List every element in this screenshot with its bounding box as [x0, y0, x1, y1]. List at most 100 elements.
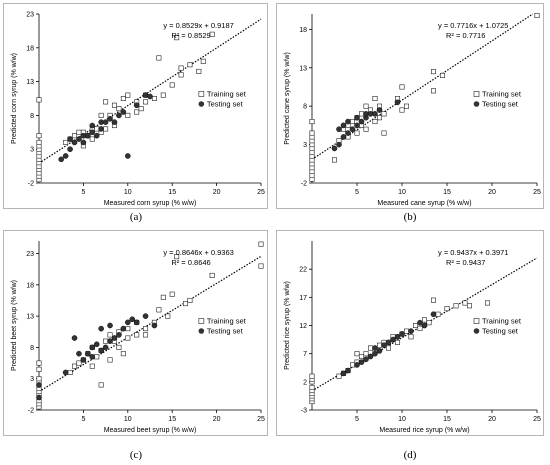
legend-testing-marker — [198, 328, 205, 334]
training-point — [485, 300, 491, 306]
testing-point — [394, 99, 401, 106]
testing-point — [367, 353, 374, 360]
testing-point — [358, 118, 365, 125]
training-point — [36, 139, 42, 145]
testing-point — [133, 102, 140, 109]
testing-point — [98, 325, 104, 332]
testing-point — [76, 136, 82, 142]
training-point — [98, 112, 104, 118]
testing-point — [85, 350, 91, 357]
training-point — [125, 335, 131, 341]
testing-point — [354, 362, 360, 368]
legend-testing-label: Testing set — [207, 100, 244, 109]
x-tick-label: 5 — [355, 416, 359, 423]
testing-point — [116, 112, 122, 119]
training-point — [174, 35, 180, 41]
testing-point — [62, 153, 69, 159]
training-point — [426, 320, 432, 326]
training-point — [196, 68, 202, 74]
x-axis-label: Measured corn syrup (% w/w) — [104, 200, 197, 207]
testing-point — [345, 130, 351, 136]
x-tick-label: 5 — [81, 416, 85, 423]
testing-point — [394, 333, 401, 340]
legend-testing-label: Testing set — [482, 327, 519, 336]
testing-point — [89, 122, 96, 129]
y-tick-label: -3 — [301, 408, 307, 415]
testing-point — [133, 319, 140, 326]
training-point — [363, 351, 369, 357]
training-point — [103, 338, 109, 344]
training-point — [120, 351, 126, 357]
legend-training-marker — [473, 318, 480, 324]
training-point — [116, 344, 122, 350]
training-point — [143, 99, 149, 105]
equation-label: y = 0.8646x + 0.9363 — [163, 248, 233, 257]
testing-point — [36, 382, 42, 388]
testing-point — [147, 93, 153, 100]
training-point — [350, 362, 356, 368]
training-point — [187, 297, 193, 303]
testing-point — [340, 134, 347, 140]
training-point — [209, 272, 215, 278]
testing-point — [67, 146, 73, 152]
caption-d: (d) — [403, 449, 417, 461]
scatter-plot: 5 10 15 20 25 -2 3 8 13 18 23 Measured corn syrup (… — [11, 12, 265, 208]
y-tick-label: 18 — [299, 27, 307, 34]
training-point — [354, 130, 360, 136]
x-tick-label: 20 — [488, 416, 496, 423]
training-point — [151, 96, 157, 102]
training-point — [431, 69, 437, 75]
testing-point — [385, 339, 392, 346]
legend-testing-marker — [473, 101, 480, 107]
y-axis-label: Predicted beet syrup (% w/w) — [11, 280, 18, 371]
training-point — [76, 360, 82, 366]
training-point — [125, 112, 131, 118]
training-point — [408, 334, 414, 340]
testing-point — [336, 141, 342, 148]
testing-point — [331, 145, 338, 152]
training-point — [309, 130, 315, 136]
training-point — [67, 369, 73, 375]
y-tick-label: 13 — [299, 65, 307, 72]
testing-point — [80, 139, 87, 146]
x-tick-label: 15 — [168, 416, 176, 423]
training-point — [331, 157, 337, 163]
y-tick-label: 18 — [26, 282, 34, 289]
x-tick-label: 5 — [355, 189, 359, 196]
testing-point — [142, 313, 149, 319]
training-point — [72, 133, 78, 139]
chart-panel-beet: 5 10 15 20 25 -2 3 8 13 18 23 Measured beet syrup (… — [3, 230, 268, 436]
testing-point — [376, 107, 383, 113]
y-tick-label: 13 — [26, 79, 34, 86]
legend-testing-marker — [198, 101, 205, 107]
training-point — [467, 303, 473, 309]
x-tick-label: 20 — [213, 189, 221, 196]
x-axis-label: Measured rice syrup (% w/w) — [379, 427, 469, 434]
training-point — [143, 326, 149, 332]
training-point — [363, 126, 369, 132]
training-point — [125, 326, 131, 332]
y-tick-label: 17 — [299, 295, 307, 302]
training-point — [169, 82, 175, 88]
training-point — [309, 119, 315, 125]
training-point — [160, 92, 166, 98]
y-axis-label: Predicted rice syrup (% w/w) — [284, 281, 291, 370]
testing-point — [372, 111, 378, 117]
training-point — [377, 342, 383, 348]
training-point — [94, 354, 100, 360]
training-point — [399, 84, 405, 90]
training-point — [94, 126, 100, 132]
training-point — [453, 303, 459, 309]
training-point — [200, 58, 206, 64]
training-point — [120, 96, 126, 102]
training-point — [404, 328, 410, 334]
r-squared-label: R² = 0.9437 — [446, 258, 485, 267]
x-tick-label: 10 — [398, 189, 406, 196]
training-point — [156, 55, 162, 61]
training-point — [178, 65, 184, 71]
training-point — [89, 136, 95, 142]
testing-point — [381, 342, 387, 349]
training-point — [359, 111, 365, 117]
x-tick-label: 10 — [124, 189, 132, 196]
training-point — [160, 294, 166, 300]
